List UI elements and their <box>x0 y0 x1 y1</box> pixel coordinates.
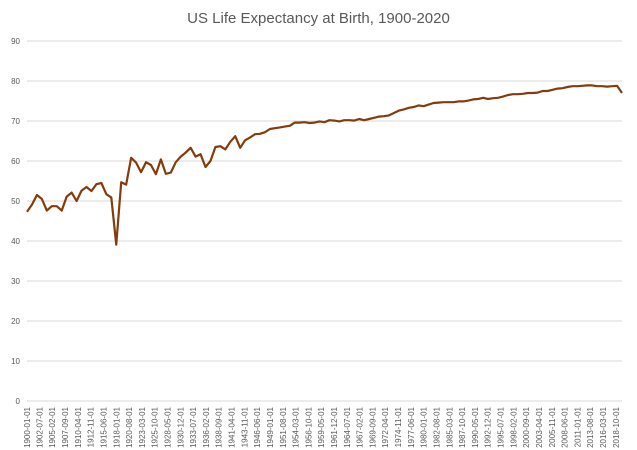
x-tick-label: 1949-01-01 <box>266 406 275 447</box>
x-tick-label: 1974-11-01 <box>394 406 403 447</box>
y-tick-label: 70 <box>11 117 20 126</box>
x-tick-label: 1972-04-01 <box>381 406 390 447</box>
y-tick-label: 60 <box>11 157 20 166</box>
x-tick-label: 1959-05-01 <box>317 406 326 447</box>
x-tick-label: 1967-02-01 <box>356 406 365 447</box>
x-tick-label: 1961-12-01 <box>330 406 339 447</box>
x-tick-label: 1912-11-01 <box>87 406 96 447</box>
y-tick-label: 80 <box>11 77 20 86</box>
y-tick-label: 0 <box>16 397 21 406</box>
y-tick-label: 40 <box>11 237 20 246</box>
x-tick-label: 1918-01-01 <box>112 406 121 447</box>
x-tick-label: 1920-08-01 <box>125 406 134 447</box>
x-tick-label: 1995-07-01 <box>497 406 506 447</box>
x-tick-label: 1915-06-01 <box>99 406 108 447</box>
chart-title: US Life Expectancy at Birth, 1900-2020 <box>187 10 450 27</box>
x-tick-label: 2011-01-01 <box>573 406 582 447</box>
x-tick-label: 1990-05-01 <box>471 406 480 447</box>
y-tick-label: 50 <box>11 197 20 206</box>
x-tick-label: 1907-09-01 <box>61 406 70 447</box>
x-tick-label: 1998-02-01 <box>509 406 518 447</box>
x-tick-label: 1980-01-01 <box>420 406 429 447</box>
x-tick-label: 2005-11-01 <box>548 406 557 447</box>
x-tick-label: 1900-01-01 <box>23 406 32 447</box>
x-tick-label: 1982-08-01 <box>432 406 441 447</box>
x-tick-label: 1930-12-01 <box>176 406 185 447</box>
x-tick-label: 1905-02-01 <box>48 406 57 447</box>
x-tick-label: 2016-03-01 <box>599 406 608 447</box>
series-line <box>26 84 623 246</box>
x-tick-label: 1987-10-01 <box>458 406 467 447</box>
x-tick-label: 1951-08-01 <box>279 406 288 447</box>
x-tick-label: 1936-02-01 <box>202 406 211 447</box>
x-tick-label: 1969-09-01 <box>368 406 377 447</box>
x-tick-label: 2008-06-01 <box>561 406 570 447</box>
x-tick-label: 2000-09-01 <box>522 406 531 447</box>
x-tick-label: 2013-08-01 <box>586 406 595 447</box>
x-tick-label: 1985-03-01 <box>445 406 454 447</box>
x-tick-label: 1928-05-01 <box>163 406 172 447</box>
y-tick-label: 10 <box>11 357 20 366</box>
x-tick-label: 1933-07-01 <box>189 406 198 447</box>
x-tick-label: 2003-04-01 <box>535 406 544 447</box>
x-tick-label: 2018-10-01 <box>612 406 621 447</box>
x-tick-label: 1977-06-01 <box>407 406 416 447</box>
x-tick-label: 1946-06-01 <box>253 406 262 447</box>
y-tick-label: 30 <box>11 277 20 286</box>
y-tick-label: 20 <box>11 317 20 326</box>
x-tick-label: 1943-11-01 <box>240 406 249 447</box>
x-tick-label: 1964-07-01 <box>343 406 352 447</box>
x-tick-label: 1902-07-01 <box>35 406 44 447</box>
x-tick-label: 1941-04-01 <box>228 406 237 447</box>
x-tick-label: 1910-04-01 <box>74 406 83 447</box>
x-tick-label: 1925-10-01 <box>151 406 160 447</box>
y-tick-label: 90 <box>11 37 20 46</box>
x-tick-label: 1992-12-01 <box>484 406 493 447</box>
x-tick-label: 1923-03-01 <box>138 406 147 447</box>
x-tick-label: 1938-09-01 <box>215 406 224 447</box>
x-tick-label: 1954-03-01 <box>292 406 301 447</box>
x-tick-label: 1956-10-01 <box>304 406 313 447</box>
